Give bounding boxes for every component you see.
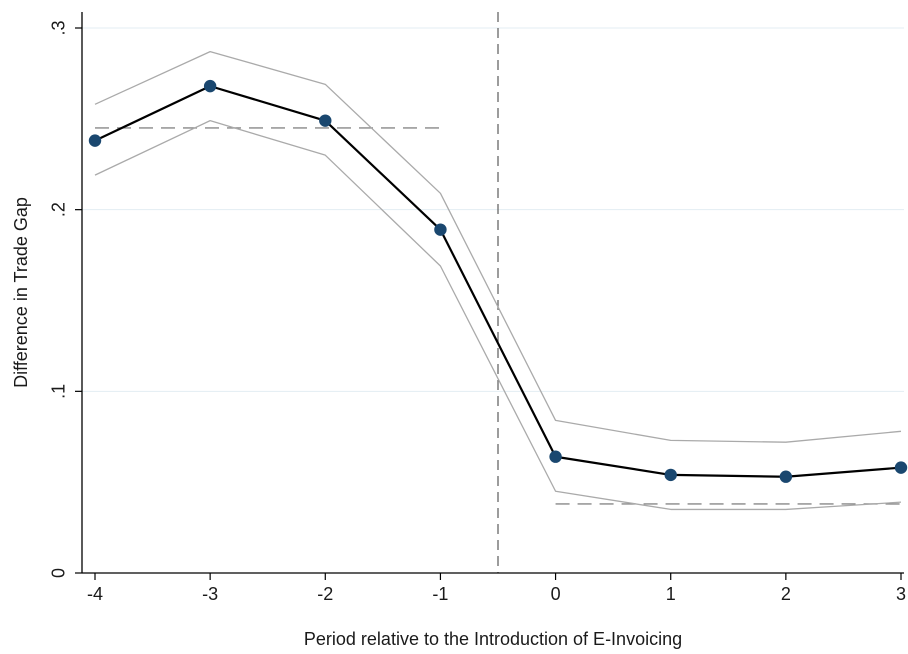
x-tick-label-5: 1 [666, 584, 676, 604]
x-tick-label-6: 2 [781, 584, 791, 604]
reference-lines [95, 12, 901, 573]
point-marker-4 [549, 450, 562, 463]
series-line-lower_ci [94, 120, 902, 511]
y-axis-title: Difference in Trade Gap [11, 197, 31, 388]
x-axis-ticks: -4 -3 -2 -1 0 1 2 3 [87, 573, 906, 604]
point-marker-3 [434, 223, 447, 236]
y-tick-label-1: .1 [48, 384, 68, 399]
x-tick-label-1: -3 [202, 584, 218, 604]
y-tick-label-2: .2 [48, 202, 68, 217]
x-tick-label-3: -1 [432, 584, 448, 604]
x-tick-label-4: 0 [551, 584, 561, 604]
point-marker-1 [203, 79, 217, 93]
point-marker-7 [894, 461, 908, 474]
point-marker-6 [779, 470, 793, 483]
point-marker-2 [319, 114, 332, 127]
series-line-estimate [94, 85, 902, 478]
y-axis-ticks: 0 .1 .2 .3 [48, 20, 82, 578]
x-tick-label-0: -4 [87, 584, 103, 604]
point-marker-0 [88, 134, 102, 147]
y-tick-label-3: .3 [48, 20, 68, 35]
grid-lines [82, 27, 904, 392]
x-tick-label-2: -2 [317, 584, 333, 604]
axes [81, 12, 904, 574]
point-markers [88, 79, 908, 483]
point-marker-5 [664, 468, 677, 482]
series-line-upper_ci [94, 50, 902, 443]
y-tick-label-0: 0 [48, 568, 68, 578]
x-axis-title: Period relative to the Introduction of E… [304, 629, 682, 649]
series-lines [94, 50, 902, 511]
x-tick-label-7: 3 [896, 584, 906, 604]
